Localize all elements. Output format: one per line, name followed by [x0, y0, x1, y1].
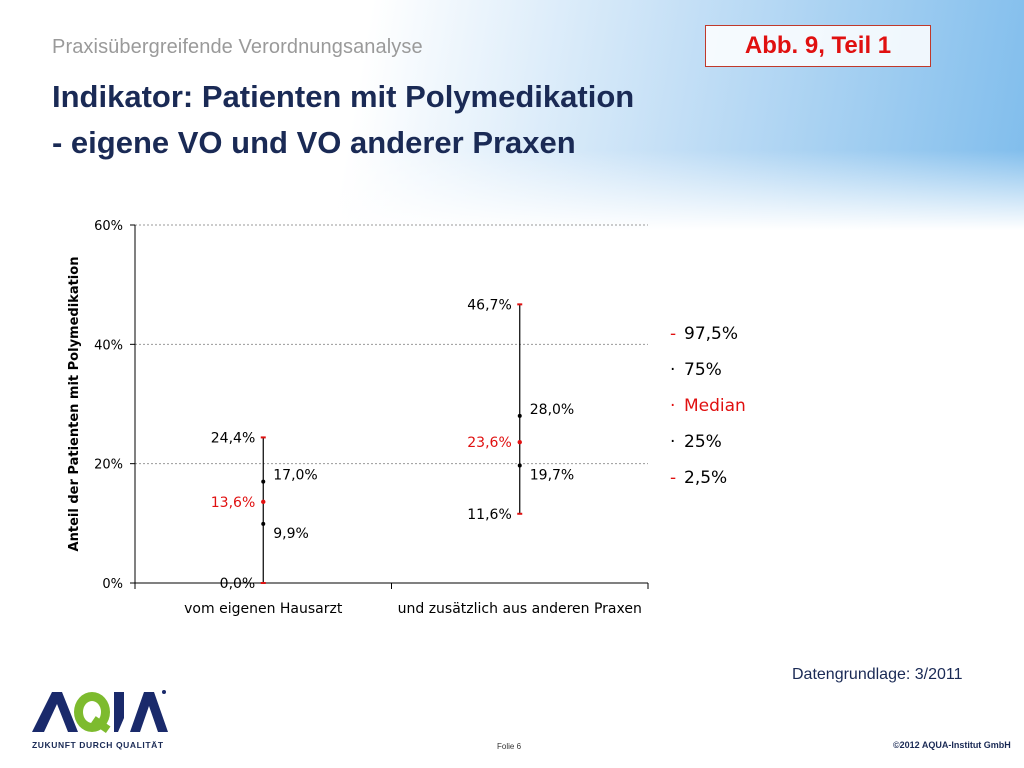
legend-item: · 25%	[670, 424, 746, 460]
p97-5-label: 46,7%	[467, 297, 511, 313]
median-point	[261, 499, 266, 505]
legend-item: · Median	[670, 388, 746, 424]
legend-symbol: ·	[670, 360, 676, 380]
aqua-logo	[32, 690, 168, 734]
y-tick-label: 60%	[94, 219, 123, 234]
p25-point	[261, 521, 266, 526]
legend-label: 97,5%	[684, 324, 739, 344]
legend-symbol: -	[670, 324, 677, 344]
y-tick-label: 40%	[94, 338, 123, 353]
legend-symbol: -	[670, 468, 677, 488]
header-background-fade	[0, 150, 1024, 230]
logo-tagline: ZUKUNFT DURCH QUALITÄT	[32, 740, 164, 750]
y-axis-label: Anteil der Patienten mit Polymedikation	[67, 257, 82, 552]
slide-title: Indikator: Patienten mit Polymedikation …	[52, 79, 635, 160]
legend-item: · 75%	[670, 352, 746, 388]
legend-item: -2,5%	[670, 460, 746, 496]
figure-label-box: Abb. 9, Teil 1	[705, 25, 931, 67]
legend-label: 75%	[684, 360, 722, 380]
legend-item: -97,5%	[670, 316, 746, 352]
p25-label: 9,9%	[273, 526, 309, 542]
legend-label: 25%	[684, 432, 722, 452]
p97-5-label: 24,4%	[211, 430, 255, 446]
p25-point	[517, 463, 522, 468]
category-label: und zusätzlich aus anderen Praxen	[398, 601, 642, 617]
y-tick-label: 0%	[102, 577, 123, 592]
category-label: vom eigenen Hausarzt	[184, 601, 343, 617]
copyright-note: ©2012 AQUA-Institut GmbH	[893, 740, 1011, 750]
p25-label: 19,7%	[530, 467, 574, 483]
legend-label: Median	[684, 396, 746, 416]
chart-legend: -97,5% · 75% · Median · 25% -2,5%	[670, 316, 746, 496]
p75-point	[517, 413, 522, 418]
chart-container: 0% 20% 40% 60% Anteil der Patienten mit Poly…	[60, 210, 780, 630]
p2-5-label: 11,6%	[467, 507, 511, 523]
y-tick-label: 20%	[94, 458, 123, 473]
legend-label: 2,5%	[684, 468, 728, 488]
slide-subtitle: Praxisübergreifende Verordnungsanalyse	[52, 36, 423, 58]
slide-number: Folie 6	[497, 742, 522, 751]
data-basis-note: Datengrundlage: 3/2011	[792, 666, 963, 683]
legend-symbol: ·	[670, 432, 676, 452]
p2-5-label: 0,0%	[220, 576, 256, 592]
legend-symbol: ·	[670, 396, 676, 416]
p75-label: 17,0%	[273, 468, 317, 484]
median-point	[517, 439, 522, 445]
p75-point	[261, 479, 266, 484]
range-chart: 0% 20% 40% 60% Anteil der Patienten mit Poly…	[67, 219, 649, 617]
median-label: 13,6%	[211, 495, 255, 511]
median-label: 23,6%	[467, 435, 511, 451]
p75-label: 28,0%	[530, 402, 574, 418]
